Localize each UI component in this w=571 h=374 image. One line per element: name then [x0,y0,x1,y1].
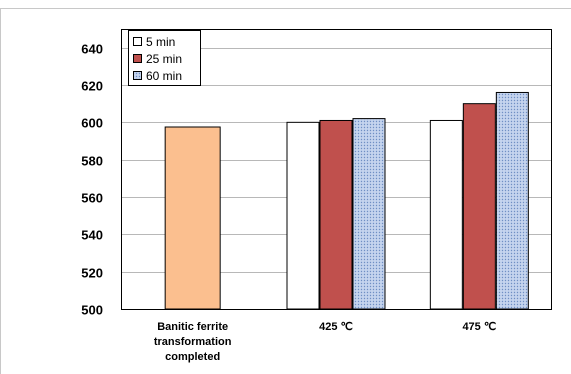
y-tick-label: 500 [81,303,103,318]
plot-area-border [121,29,552,310]
y-tick-label: 560 [81,191,103,206]
legend: 5 min 25 min 60 min [128,30,201,86]
x-category-label: transformation [154,336,232,348]
y-tick-label: 520 [81,266,103,281]
bar-0 [164,126,221,310]
y-tick-label: 600 [81,116,103,131]
x-category-label: 475 ℃ [462,321,496,333]
x-category-label: 425 ℃ [319,321,353,333]
x-category-label: Banitic ferrite [157,321,228,333]
legend-label: 5 min [146,35,175,49]
frame-left-line [0,8,1,374]
y-tick-label: 580 [81,154,103,169]
y-axis-ticks: 500 520 540 560 580 600 620 640 [81,42,103,318]
bar-2-0 [429,119,463,310]
legend-label: 25 min [146,52,182,66]
x-category-label: completed [165,351,220,363]
bar-1-1 [319,119,353,310]
y-tick-label: 540 [81,228,103,243]
legend-label: 60 min [146,69,182,83]
frame-top-line [0,8,571,9]
bar-2-2 [495,91,529,310]
x-axis-categories: Banitic ferrite transformation completed 42… [154,321,496,363]
legend-swatch [133,71,142,80]
legend-swatch [133,37,142,46]
bar-1-0 [286,121,320,310]
bar-1-2 [352,118,386,310]
legend-swatch [133,54,142,63]
y-tick-label: 620 [81,79,103,94]
bars [164,91,529,310]
bar-2-1 [462,103,496,310]
y-tick-label: 640 [81,42,103,57]
